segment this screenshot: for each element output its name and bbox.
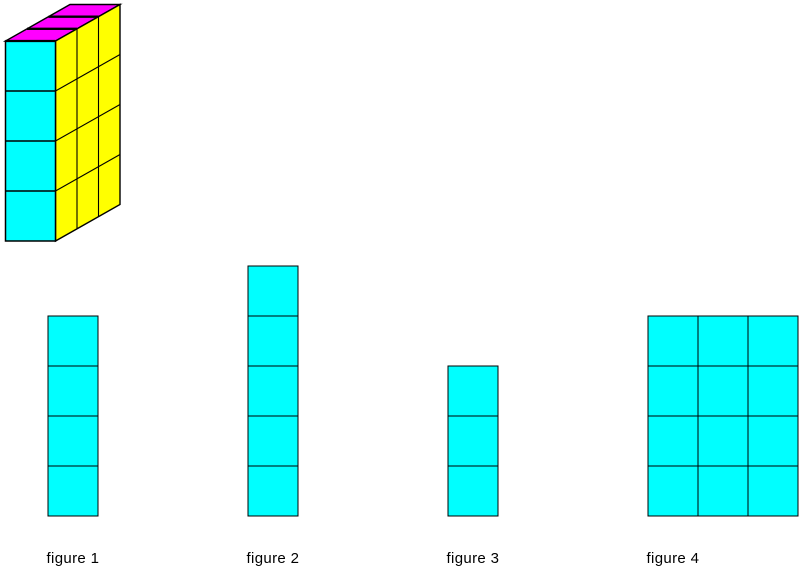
svg-text:figure 2: figure 2 bbox=[247, 550, 300, 567]
svg-text:figure 1: figure 1 bbox=[47, 550, 100, 567]
svg-text:figure 3: figure 3 bbox=[447, 550, 500, 567]
svg-text:figure 4: figure 4 bbox=[647, 550, 700, 567]
